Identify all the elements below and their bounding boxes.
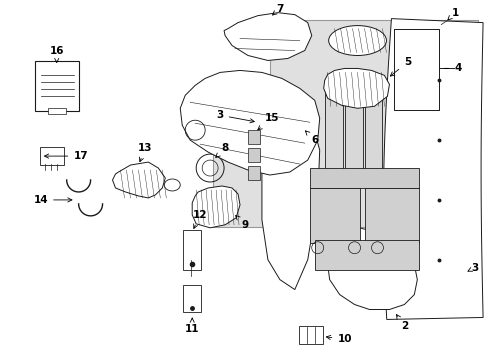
- Text: 7: 7: [272, 4, 283, 15]
- Text: 10: 10: [325, 334, 351, 345]
- Bar: [183, 285, 201, 312]
- Bar: [247, 130, 260, 144]
- Text: 4: 4: [443, 63, 461, 73]
- Text: 13: 13: [138, 143, 152, 162]
- Bar: [183, 230, 201, 270]
- Text: 2: 2: [396, 315, 407, 332]
- FancyBboxPatch shape: [35, 62, 79, 111]
- Ellipse shape: [328, 26, 386, 55]
- Text: 17: 17: [44, 151, 88, 161]
- Bar: [364, 80, 382, 170]
- Polygon shape: [112, 162, 165, 198]
- Text: 11: 11: [184, 318, 199, 334]
- Polygon shape: [262, 108, 319, 289]
- Bar: [344, 80, 362, 170]
- Polygon shape: [383, 19, 482, 319]
- Text: 8: 8: [215, 143, 228, 157]
- Bar: [48, 108, 65, 114]
- FancyBboxPatch shape: [298, 327, 322, 345]
- Bar: [324, 80, 342, 170]
- Text: 14: 14: [33, 195, 72, 205]
- Bar: [314, 240, 419, 270]
- Text: 15: 15: [257, 113, 279, 130]
- Text: 16: 16: [49, 45, 64, 63]
- Polygon shape: [212, 21, 477, 226]
- Polygon shape: [327, 228, 416, 310]
- Bar: [309, 168, 419, 188]
- Polygon shape: [192, 186, 240, 228]
- Polygon shape: [323, 68, 388, 108]
- Text: 1: 1: [447, 8, 458, 20]
- Text: 5: 5: [389, 58, 410, 76]
- Bar: [364, 188, 419, 243]
- Text: 6: 6: [305, 131, 318, 145]
- Polygon shape: [224, 13, 311, 60]
- Bar: [309, 188, 359, 243]
- Bar: [247, 166, 260, 180]
- Text: 9: 9: [235, 216, 248, 230]
- Ellipse shape: [164, 179, 180, 191]
- FancyBboxPatch shape: [40, 147, 63, 165]
- Bar: [247, 148, 260, 162]
- Text: 12: 12: [193, 210, 207, 229]
- Text: 3: 3: [216, 110, 254, 123]
- Text: 3: 3: [467, 263, 478, 273]
- Polygon shape: [180, 71, 319, 175]
